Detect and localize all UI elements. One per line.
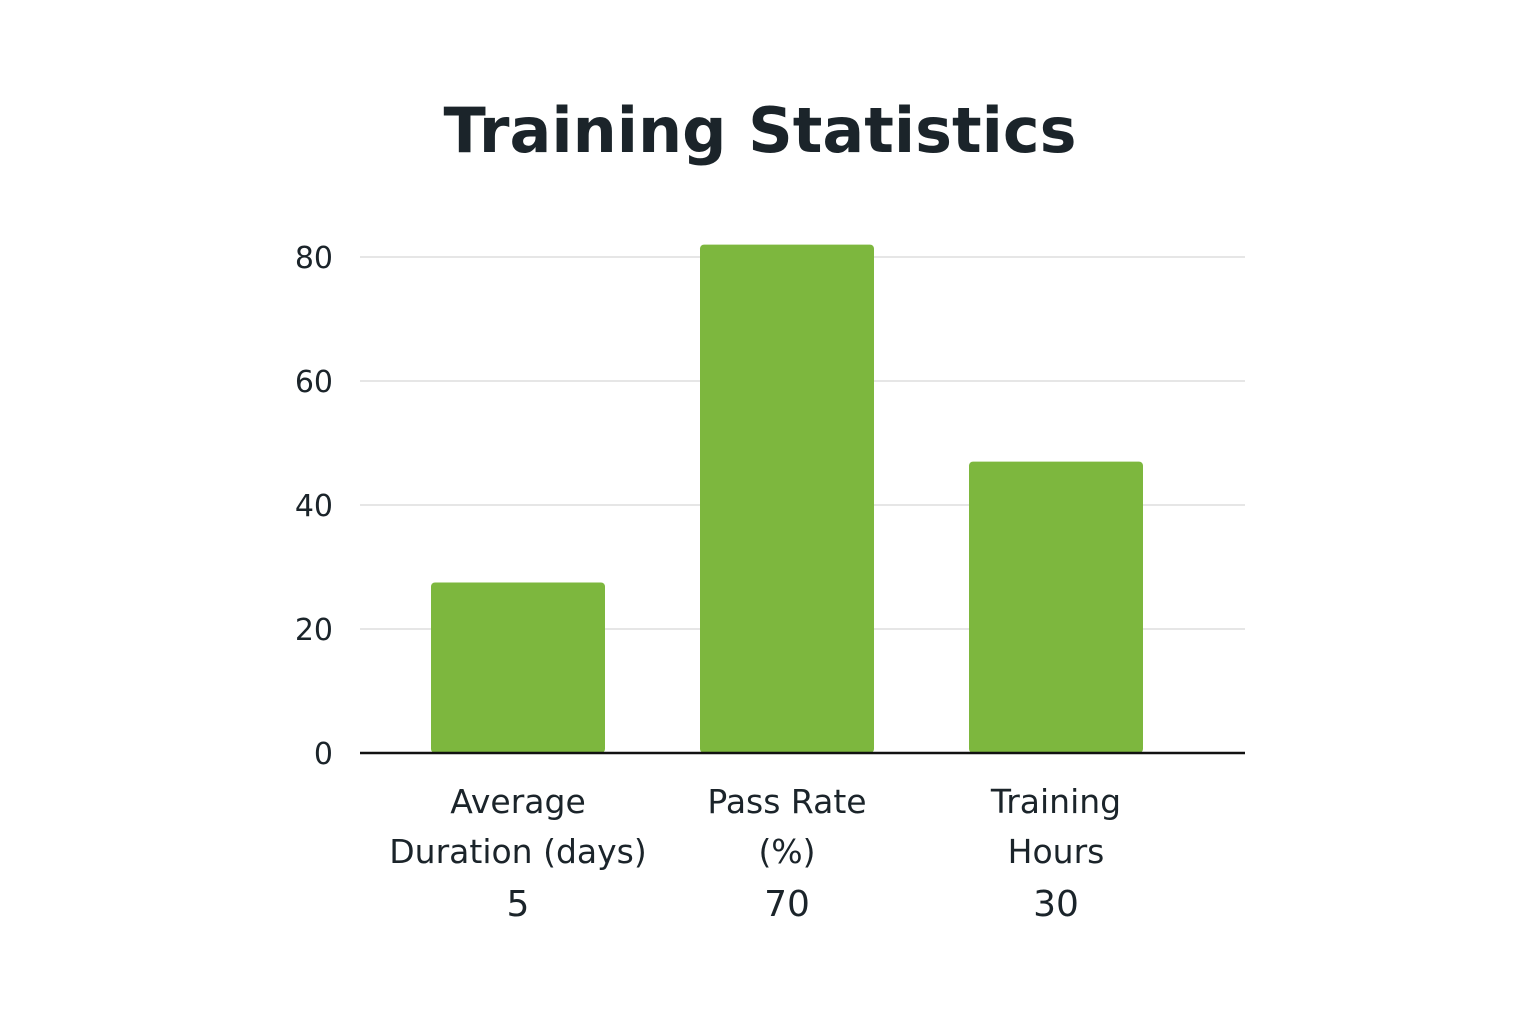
x-tick-label: Pass Rate (707, 782, 866, 821)
value-label: 70 (764, 884, 810, 925)
y-axis-ticks: 0 20 40 60 80 (295, 241, 333, 772)
x-tick-label: Average (450, 782, 586, 821)
x-tick-label: Duration (days) (389, 832, 646, 871)
value-labels: 5 70 30 (507, 884, 1079, 925)
y-tick-label: 0 (314, 737, 333, 772)
bars (431, 244, 1143, 753)
y-tick-label: 80 (295, 241, 333, 276)
bar (431, 582, 605, 753)
x-axis-labels: Average Duration (days) Pass Rate (%) Traini… (389, 782, 1121, 871)
bar (700, 244, 874, 753)
x-tick-label: Hours (1008, 832, 1105, 871)
chart-title: Training Statistics (443, 94, 1076, 167)
bar (969, 461, 1143, 753)
x-tick-label: Training (990, 782, 1121, 821)
x-tick-label: (%) (758, 832, 815, 871)
value-label: 30 (1033, 884, 1079, 925)
value-label: 5 (507, 884, 530, 925)
y-tick-label: 60 (295, 365, 333, 400)
y-tick-label: 40 (295, 489, 333, 524)
y-tick-label: 20 (295, 613, 333, 648)
